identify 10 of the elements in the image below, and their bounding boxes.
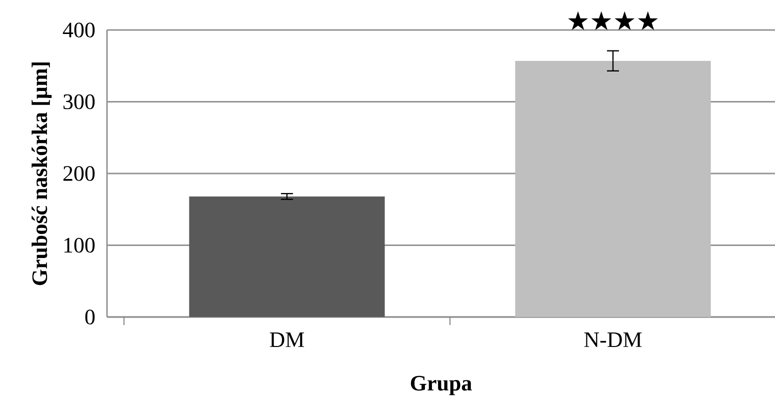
x-tick-label: N-DM [584,332,642,347]
annotation: ★★★★ [568,11,658,30]
y-tick-label: 400 [62,22,95,38]
y-axis-title: Grubość naskórka [µm] [32,62,52,286]
y-tick-label: 0 [85,310,95,324]
x-axis-title: Grupa [410,376,472,396]
y-tick-label: 300 [64,94,95,110]
x-tick-label: DM [270,332,304,347]
y-tick-label: 200 [63,166,95,181]
y-tick-label: 100 [64,238,95,253]
